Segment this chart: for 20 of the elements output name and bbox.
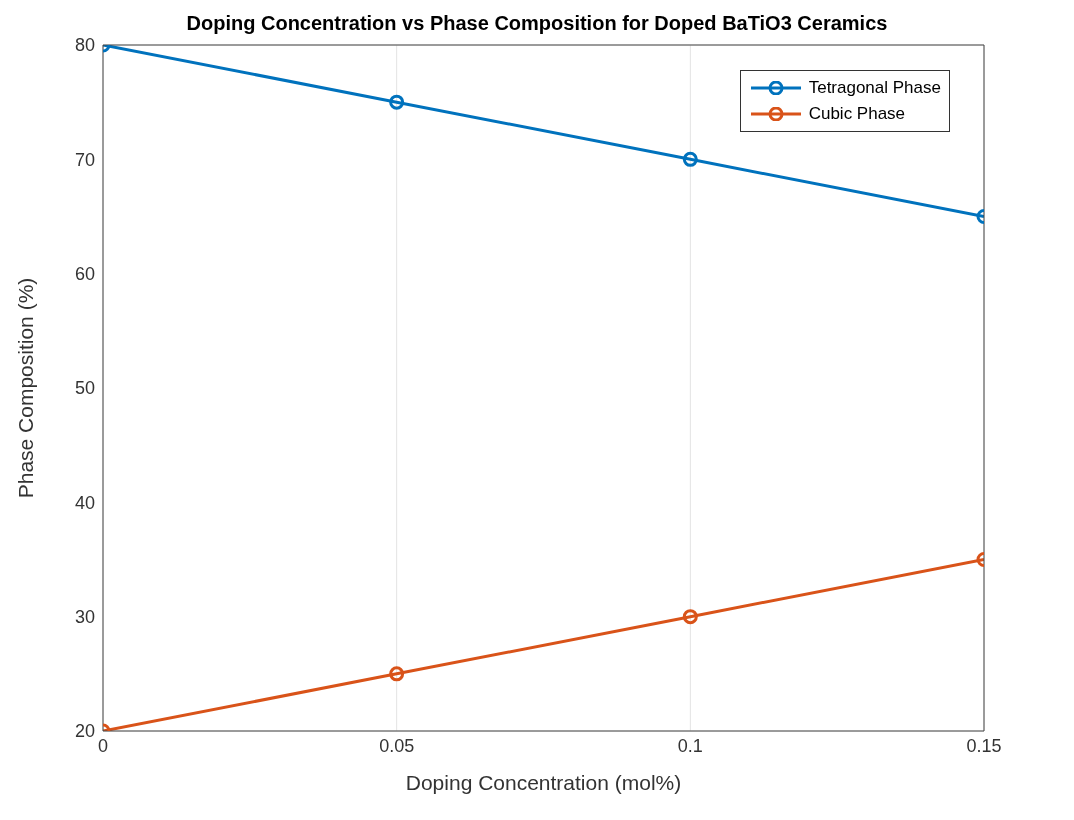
point: [389, 666, 405, 682]
y-tick-label: 20: [74, 721, 95, 742]
x-tick-label: 0.05: [379, 735, 415, 756]
x-axis-title: Doping Concentration (mol%): [405, 771, 682, 794]
y-tick-label: 30: [74, 607, 95, 628]
legend-label: Tetragonal Phase: [808, 77, 941, 99]
y-tick-label: 50: [74, 378, 95, 399]
x-tick-label: 0: [97, 735, 109, 756]
point: [682, 151, 698, 167]
y-tick-label: 80: [74, 35, 95, 56]
y-tick-label: 70: [74, 149, 95, 170]
y-tick-label: 60: [74, 264, 95, 285]
chart-title: Doping Concentration vs Phase Composition for Doped BaTiO3 Ceramics: [185, 12, 889, 35]
y-tick-label: 40: [74, 492, 95, 513]
point: [389, 94, 405, 110]
x-tick-label: 0.15: [966, 735, 1002, 756]
x-tick-label: 0.1: [677, 735, 703, 756]
point: [682, 609, 698, 625]
y-axis-title: Phase Composition (%): [14, 277, 38, 499]
legend-label: Cubic Phase: [808, 103, 906, 125]
